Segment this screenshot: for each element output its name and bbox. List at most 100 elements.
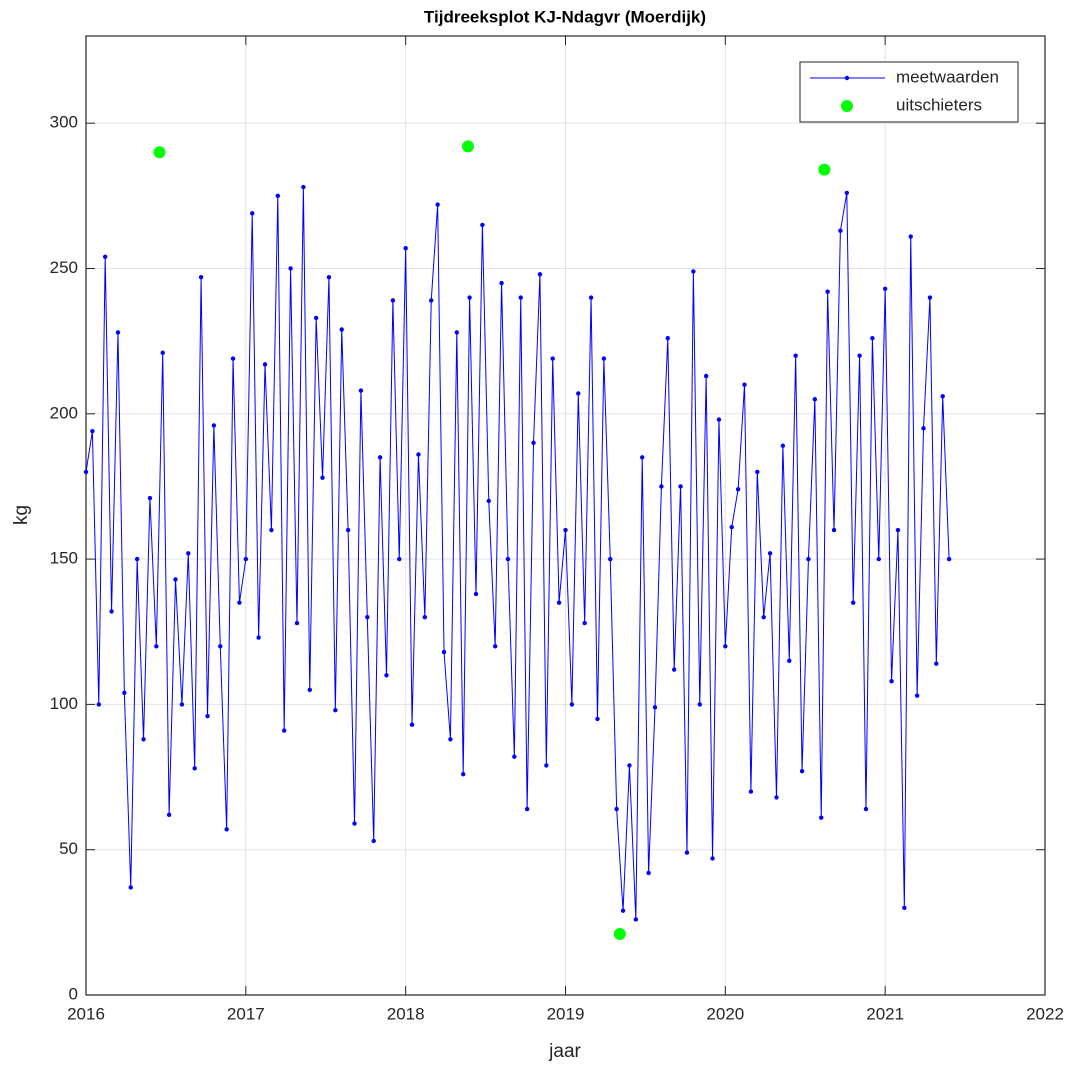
data-point (377, 455, 383, 460)
data-point (895, 527, 901, 533)
data-point (486, 498, 491, 504)
data-point (748, 789, 754, 794)
data-point (838, 228, 843, 233)
legend-box (799, 61, 1019, 123)
data-point (614, 806, 619, 812)
data-point (652, 705, 658, 710)
data-point (799, 769, 805, 774)
data-point (716, 417, 722, 422)
y-tick-label: 0 (69, 984, 78, 1003)
outlier-point (818, 163, 831, 176)
data-point (697, 702, 702, 707)
data-point (83, 469, 89, 475)
data-point (461, 771, 466, 777)
data-point (908, 234, 913, 239)
data-point (429, 298, 434, 303)
data-point (729, 524, 734, 530)
data-point (684, 850, 690, 855)
data-point (154, 644, 159, 649)
data-point (256, 635, 261, 640)
data-point (205, 713, 210, 719)
outlier-point (462, 140, 475, 153)
data-point (352, 821, 357, 826)
data-point (627, 763, 632, 768)
y-tick-label: 50 (59, 839, 78, 858)
data-point (882, 286, 888, 292)
data-point (365, 615, 370, 620)
data-point (640, 455, 645, 460)
data-point (358, 388, 364, 393)
data-point (301, 184, 306, 190)
data-point (857, 353, 862, 358)
data-point (518, 295, 523, 300)
data-point (467, 295, 472, 300)
data-point (774, 795, 779, 800)
data-point (499, 280, 504, 286)
data-point (914, 693, 920, 698)
data-point (390, 298, 396, 303)
y-tick-label: 300 (50, 113, 78, 132)
data-point (492, 644, 498, 649)
data-point (755, 469, 760, 475)
data-point (780, 443, 786, 448)
data-point (441, 649, 447, 655)
data-point (844, 190, 850, 196)
data-point (397, 556, 402, 562)
data-point (166, 812, 172, 818)
y-tick-label: 150 (50, 549, 78, 568)
data-point (806, 556, 811, 562)
data-point (921, 426, 926, 431)
data-point (659, 484, 664, 489)
data-point (422, 615, 428, 620)
data-point (333, 708, 338, 713)
data-point (902, 905, 907, 911)
data-point (940, 394, 945, 399)
data-point (819, 815, 824, 820)
data-point (851, 600, 856, 605)
data-point (326, 275, 332, 280)
data-point (537, 272, 543, 277)
data-point (787, 658, 792, 664)
plot-frame (85, 35, 1046, 996)
data-point (825, 289, 830, 294)
data-point (186, 551, 191, 556)
data-point (812, 397, 818, 402)
legend-label: meetwaarden (896, 67, 999, 86)
y-tick-label: 100 (50, 694, 78, 713)
y-axis-label: kg (11, 505, 32, 525)
data-point (473, 591, 479, 597)
x-axis-label: jaar (548, 1041, 581, 1062)
data-point (582, 620, 587, 626)
data-point (141, 737, 146, 742)
data-point (313, 315, 319, 321)
data-point (230, 356, 236, 361)
data-point (211, 423, 217, 428)
data-point (588, 295, 594, 300)
data-point (710, 856, 715, 861)
data-point (505, 556, 511, 562)
data-point (128, 885, 133, 890)
outlier-point (613, 927, 626, 940)
data-point (250, 211, 255, 216)
data-point (269, 527, 274, 533)
data-point (544, 763, 549, 768)
data-point (946, 556, 952, 562)
data-point (876, 556, 881, 562)
data-point (218, 644, 223, 649)
data-point (671, 667, 677, 672)
data-point (703, 373, 709, 379)
data-point (281, 728, 287, 733)
data-point (793, 353, 798, 358)
data-point (339, 327, 344, 332)
x-tick-label: 2016 (67, 1004, 105, 1023)
data-point (109, 609, 114, 614)
data-point (723, 644, 728, 649)
data-point (761, 615, 766, 620)
data-point (90, 429, 95, 434)
data-point (934, 661, 939, 666)
data-point (735, 487, 741, 492)
data-point (262, 362, 268, 367)
data-point (678, 484, 683, 489)
data-point (563, 527, 568, 533)
